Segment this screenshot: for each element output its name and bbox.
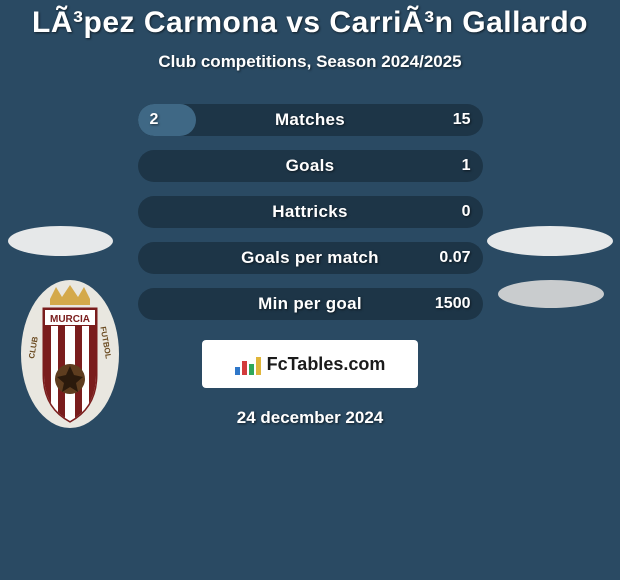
stat-label: Hattricks xyxy=(138,196,483,228)
stat-row: Matches215 xyxy=(138,104,483,136)
stat-value-right: 1 xyxy=(462,150,471,182)
content-area: MURCIA CLUB FUTBOL Matches215Goals1Hat xyxy=(0,104,620,428)
stat-value-right: 15 xyxy=(453,104,471,136)
svg-text:MURCIA: MURCIA xyxy=(50,314,90,325)
fctables-logo: FcTables.com xyxy=(202,340,418,388)
stat-track: Min per goal1500 xyxy=(138,288,483,320)
stat-label: Min per goal xyxy=(138,288,483,320)
stat-track: Hattricks0 xyxy=(138,196,483,228)
stat-bars: Matches215 Goals1 Hattricks0 Goals per matc… xyxy=(138,104,483,320)
stat-row: Goals per match0.07 xyxy=(138,242,483,274)
bars-icon xyxy=(235,353,261,375)
decorative-oval xyxy=(487,226,613,256)
stat-value-right: 0 xyxy=(462,196,471,228)
stat-label: Goals per match xyxy=(138,242,483,274)
shield-icon: MURCIA CLUB FUTBOL xyxy=(20,279,120,429)
stat-track: Goals1 xyxy=(138,150,483,182)
stat-value-right: 1500 xyxy=(435,288,471,320)
stat-value-right: 0.07 xyxy=(439,242,470,274)
page-subtitle: Club competitions, Season 2024/2025 xyxy=(0,52,620,72)
page-title: LÃ³pez Carmona vs CarriÃ³n Gallardo xyxy=(0,6,620,40)
stat-track: Matches215 xyxy=(138,104,483,136)
comparison-card: LÃ³pez Carmona vs CarriÃ³n Gallardo Club… xyxy=(0,0,620,580)
stat-row: Hattricks0 xyxy=(138,196,483,228)
stat-row: Goals1 xyxy=(138,150,483,182)
decorative-oval xyxy=(498,280,604,308)
decorative-oval xyxy=(8,226,113,256)
team-crest-left: MURCIA CLUB FUTBOL xyxy=(20,279,120,429)
logo-text: FcTables.com xyxy=(267,354,386,375)
stat-label: Goals xyxy=(138,150,483,182)
stat-fill xyxy=(138,104,197,136)
stat-row: Min per goal1500 xyxy=(138,288,483,320)
stat-track: Goals per match0.07 xyxy=(138,242,483,274)
